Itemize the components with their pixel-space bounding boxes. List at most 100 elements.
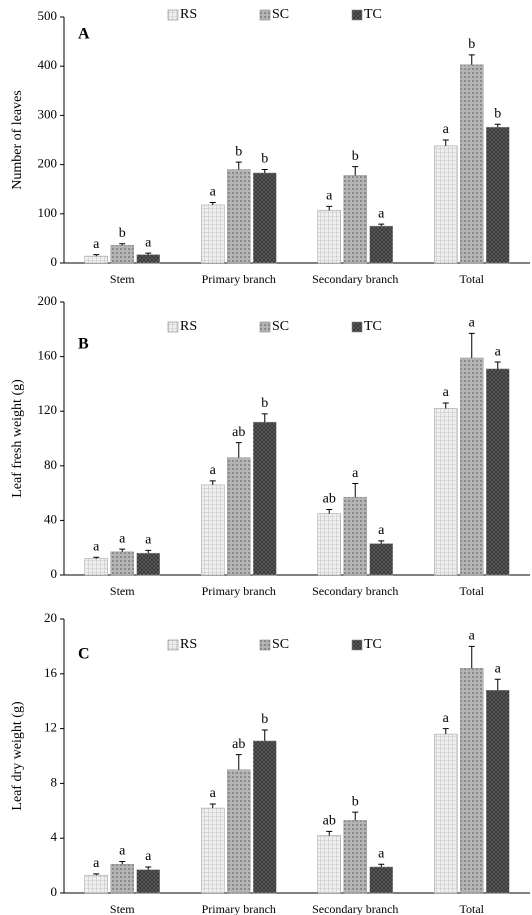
y-tick-label: 8	[51, 774, 58, 789]
legend-swatch	[351, 9, 363, 21]
error-bar	[468, 332, 475, 358]
legend-label: SC	[272, 7, 289, 22]
bar	[343, 820, 367, 894]
bar	[201, 807, 225, 894]
significance-letter: a	[145, 235, 152, 250]
significance-letter: b	[494, 106, 501, 121]
y-tick-label: 160	[38, 348, 58, 363]
bar	[136, 869, 160, 894]
bar	[460, 668, 484, 894]
x-tick-label: Primary branch	[202, 272, 276, 286]
legend-label: RS	[180, 637, 197, 652]
bar	[84, 255, 108, 264]
bar	[486, 368, 510, 576]
y-axis-label: Leaf fresh weight (g)	[10, 379, 25, 498]
significance-letter: a	[145, 533, 152, 548]
error-bar	[235, 442, 242, 458]
error-bar	[326, 830, 333, 836]
significance-letter: ab	[232, 425, 245, 440]
bar	[84, 874, 108, 894]
error-bar	[326, 205, 333, 211]
error-bar	[119, 548, 126, 552]
x-tick-label: Secondary branch	[312, 902, 398, 915]
error-bar	[93, 556, 100, 559]
error-bar	[494, 123, 501, 128]
bar	[434, 733, 458, 894]
significance-letter: ab	[232, 737, 245, 752]
significance-letter: b	[235, 144, 242, 159]
bar	[84, 558, 108, 576]
y-tick-label: 300	[38, 106, 58, 121]
x-tick-label: Secondary branch	[312, 584, 398, 598]
y-axis-label: Number of leaves	[10, 90, 25, 190]
significance-letter: b	[352, 149, 359, 164]
bar	[110, 863, 134, 894]
error-bar	[235, 161, 242, 170]
y-axis-label: Leaf dry weight (g)	[10, 701, 25, 811]
x-tick-label: Primary branch	[202, 584, 276, 598]
significance-letter: a	[495, 661, 502, 676]
bar	[486, 126, 510, 264]
y-tick-label: 100	[38, 205, 58, 220]
significance-letter: b	[261, 712, 268, 727]
bar	[110, 551, 134, 576]
y-tick-label: 200	[38, 156, 58, 171]
bar	[253, 740, 277, 894]
error-bar	[378, 540, 385, 544]
significance-letter: a	[210, 786, 217, 801]
significance-letter: a	[469, 316, 476, 331]
significance-letter: a	[93, 856, 100, 871]
bar	[136, 552, 160, 576]
y-tick-label: 0	[51, 566, 58, 581]
legend-swatch	[167, 639, 179, 651]
bar	[486, 689, 510, 894]
significance-letter: ab	[323, 492, 336, 507]
error-bar	[378, 223, 385, 227]
error-bar	[494, 361, 501, 369]
bar	[460, 64, 484, 264]
significance-letter: a	[378, 523, 385, 538]
significance-letter: b	[261, 152, 268, 167]
significance-letter: a	[119, 531, 126, 546]
y-tick-label: 200	[38, 293, 58, 308]
bar	[253, 172, 277, 264]
legend-swatch	[167, 321, 179, 333]
legend-swatch	[167, 9, 179, 21]
x-tick-label: Total	[460, 902, 485, 915]
bar	[317, 210, 341, 264]
legend-label: TC	[364, 7, 382, 22]
bar	[343, 496, 367, 576]
legend-swatch	[351, 639, 363, 651]
y-tick-label: 4	[51, 829, 58, 844]
error-bar	[352, 811, 359, 821]
error-bar	[494, 678, 501, 691]
legend-label: TC	[364, 319, 382, 334]
error-bar	[261, 413, 268, 423]
bar	[253, 421, 277, 576]
significance-letter: b	[119, 226, 126, 241]
x-tick-label: Stem	[110, 272, 135, 286]
x-tick-label: Secondary branch	[312, 272, 398, 286]
significance-letter: a	[210, 463, 217, 478]
y-tick-label: 16	[44, 665, 58, 680]
significance-letter: a	[210, 185, 217, 200]
error-bar	[209, 480, 216, 485]
bar	[460, 357, 484, 576]
significance-letter: a	[443, 385, 450, 400]
error-bar	[352, 483, 359, 498]
bar	[227, 169, 251, 264]
legend-label: TC	[364, 637, 382, 652]
significance-letter: b	[261, 396, 268, 411]
error-bar	[468, 54, 475, 65]
x-tick-label: Stem	[110, 902, 135, 915]
significance-letter: a	[119, 844, 126, 859]
y-tick-label: 40	[44, 511, 57, 526]
y-tick-label: 400	[38, 57, 58, 72]
error-bar	[352, 166, 359, 176]
bar	[369, 225, 393, 264]
error-bar	[145, 252, 152, 255]
error-bar	[119, 243, 126, 246]
y-tick-label: 20	[44, 610, 57, 625]
significance-letter: a	[145, 849, 152, 864]
panel-letter: A	[78, 26, 90, 43]
